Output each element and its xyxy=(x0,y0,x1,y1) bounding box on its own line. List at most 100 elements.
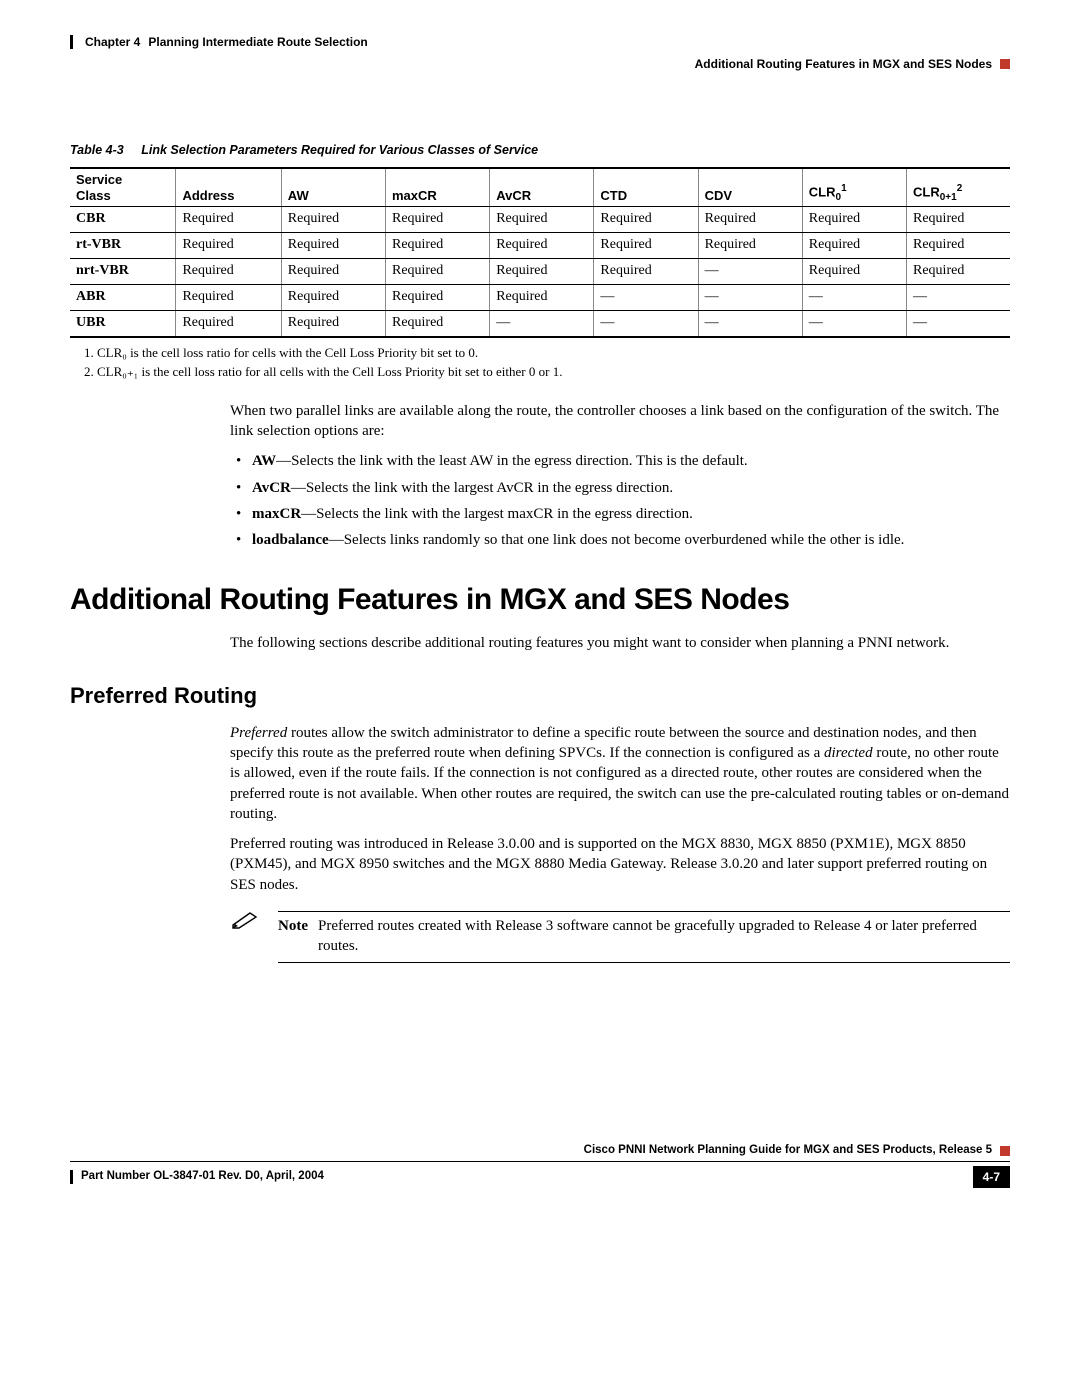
link-selection-table: ServiceClass Address AW maxCR AvCR CTD C… xyxy=(70,167,1010,338)
note-label: Note xyxy=(278,916,308,957)
table-cell: — xyxy=(698,311,802,337)
link-option-list: AW—Selects the link with the least AW in… xyxy=(230,451,1010,550)
col-clr01: CLR0+12 xyxy=(907,168,1011,207)
table-cell: — xyxy=(490,311,594,337)
chapter-label: Chapter 4 xyxy=(85,34,140,50)
table-cell: Required xyxy=(385,285,489,311)
col-service-class: ServiceClass xyxy=(70,168,176,207)
header-chapter-row: Chapter 4 Planning Intermediate Route Se… xyxy=(70,34,1010,50)
table-cell: — xyxy=(698,285,802,311)
intro-block: When two parallel links are available al… xyxy=(230,401,1010,551)
table-cell: — xyxy=(594,285,698,311)
table-cell: Required xyxy=(385,207,489,233)
list-item: AW—Selects the link with the least AW in… xyxy=(230,451,1010,471)
table-cell: Required xyxy=(281,311,385,337)
chapter-title: Planning Intermediate Route Selection xyxy=(148,34,367,50)
service-class-cell: CBR xyxy=(70,207,176,233)
footer-partnum: Part Number OL-3847-01 Rev. D0, April, 2… xyxy=(81,1169,324,1185)
preferred-em-2: directed xyxy=(824,745,873,761)
table-row: ABRRequiredRequiredRequiredRequired———— xyxy=(70,285,1010,311)
table-row: nrt-VBRRequiredRequiredRequiredRequiredR… xyxy=(70,259,1010,285)
table-cell: Required xyxy=(594,233,698,259)
table-number: Table 4-3 xyxy=(70,143,124,157)
table-cell: Required xyxy=(907,259,1011,285)
table-caption: Table 4-3 Link Selection Parameters Requ… xyxy=(70,142,1010,159)
table-cell: — xyxy=(907,285,1011,311)
note-body: Note Preferred routes created with Relea… xyxy=(278,911,1010,964)
table-cell: Required xyxy=(281,207,385,233)
table-row: rt-VBRRequiredRequiredRequiredRequiredRe… xyxy=(70,233,1010,259)
bullet-term: AW xyxy=(252,453,276,469)
note-text: Preferred routes created with Release 3 … xyxy=(318,916,1010,957)
table-cell: — xyxy=(594,311,698,337)
preferred-para-2: Preferred routing was introduced in Rele… xyxy=(230,834,1010,895)
col-aw: AW xyxy=(281,168,385,207)
table-row: CBRRequiredRequiredRequiredRequiredRequi… xyxy=(70,207,1010,233)
bullet-text: —Selects the link with the least AW in t… xyxy=(276,453,747,469)
table-cell: Required xyxy=(490,207,594,233)
table-cell: Required xyxy=(176,285,281,311)
table-cell: Required xyxy=(802,259,906,285)
table-cell: Required xyxy=(176,207,281,233)
table-cell: Required xyxy=(176,311,281,337)
page-header: Chapter 4 Planning Intermediate Route Se… xyxy=(70,34,1010,72)
note-block: Note Preferred routes created with Relea… xyxy=(230,911,1010,964)
preferred-para-1: Preferred routes allow the switch admini… xyxy=(230,723,1010,824)
footnote-1: 1. CLR₀ is the cell loss ratio for cells… xyxy=(84,344,1010,362)
list-item: maxCR—Selects the link with the largest … xyxy=(230,504,1010,524)
pencil-icon xyxy=(230,911,260,935)
table-cell: Required xyxy=(907,233,1011,259)
table-cell: Required xyxy=(594,259,698,285)
col-avcr: AvCR xyxy=(490,168,594,207)
page-number: 4-7 xyxy=(973,1166,1010,1188)
header-square-icon xyxy=(1000,59,1010,69)
list-item: loadbalance—Selects links randomly so th… xyxy=(230,530,1010,550)
table-footnotes: 1. CLR₀ is the cell loss ratio for cells… xyxy=(84,344,1010,381)
subsection-heading: Preferred Routing xyxy=(70,681,1010,711)
col-cdv: CDV xyxy=(698,168,802,207)
list-item: AvCR—Selects the link with the largest A… xyxy=(230,478,1010,498)
table-cell: Required xyxy=(281,285,385,311)
bullet-term: maxCR xyxy=(252,506,301,522)
col-ctd: CTD xyxy=(594,168,698,207)
table-cell: Required xyxy=(698,207,802,233)
table-cell: Required xyxy=(281,259,385,285)
bullet-term: AvCR xyxy=(252,480,291,496)
preferred-routing-block: Preferred routes allow the switch admini… xyxy=(230,723,1010,964)
table-cell: Required xyxy=(385,233,489,259)
footer-square-icon xyxy=(1000,1146,1010,1156)
table-cell: Required xyxy=(385,259,489,285)
table-cell: Required xyxy=(907,207,1011,233)
header-bar-icon xyxy=(70,35,73,49)
table-cell: Required xyxy=(594,207,698,233)
intro-paragraph: When two parallel links are available al… xyxy=(230,401,1010,442)
bullet-term: loadbalance xyxy=(252,532,329,548)
header-section-row: Additional Routing Features in MGX and S… xyxy=(70,56,1010,72)
table-cell: Required xyxy=(490,233,594,259)
table-cell: Required xyxy=(176,259,281,285)
table-cell: Required xyxy=(698,233,802,259)
table-header-row: ServiceClass Address AW maxCR AvCR CTD C… xyxy=(70,168,1010,207)
bullet-text: —Selects links randomly so that one link… xyxy=(329,532,905,548)
section-intro: The following sections describe addition… xyxy=(230,633,1010,653)
service-class-cell: rt-VBR xyxy=(70,233,176,259)
col-address: Address xyxy=(176,168,281,207)
footer-bar-icon xyxy=(70,1170,73,1184)
section-heading: Additional Routing Features in MGX and S… xyxy=(70,580,1010,621)
service-class-cell: ABR xyxy=(70,285,176,311)
section-title: Additional Routing Features in MGX and S… xyxy=(695,56,992,72)
table-cell: Required xyxy=(176,233,281,259)
preferred-em-1: Preferred xyxy=(230,725,287,741)
table-cell: Required xyxy=(802,207,906,233)
footnote-2: 2. CLR₀₊₁ is the cell loss ratio for all… xyxy=(84,363,1010,381)
col-maxcr: maxCR xyxy=(385,168,489,207)
table-cell: Required xyxy=(281,233,385,259)
service-class-cell: nrt-VBR xyxy=(70,259,176,285)
table-cell: Required xyxy=(490,285,594,311)
table-cell: — xyxy=(802,285,906,311)
table-cell: — xyxy=(698,259,802,285)
page-footer: Cisco PNNI Network Planning Guide for MG… xyxy=(70,1143,1010,1188)
table-cell: — xyxy=(802,311,906,337)
table-body: CBRRequiredRequiredRequiredRequiredRequi… xyxy=(70,207,1010,337)
bullet-text: —Selects the link with the largest AvCR … xyxy=(291,480,673,496)
